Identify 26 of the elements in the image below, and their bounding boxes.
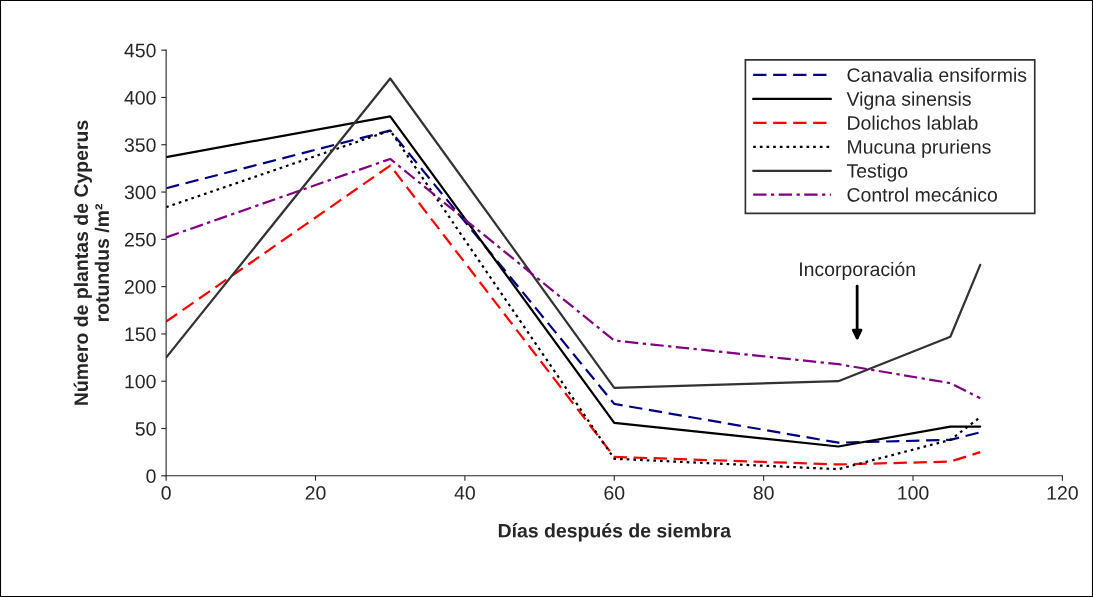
x-tick-label: 80: [753, 486, 774, 500]
y-axis-title: Número de plantas de Cyperus rotundus /m²: [73, 120, 110, 405]
x-tick-label: 120: [1047, 486, 1078, 500]
legend-label: Control mecánico: [847, 187, 997, 202]
legend-label: Mucuna pruriens: [848, 139, 991, 158]
x-tick-label: 40: [454, 486, 475, 500]
x-axis-title: Días después de siembra: [498, 523, 732, 542]
y-tick-label: 250: [124, 232, 156, 247]
y-tick-label: 0: [146, 469, 156, 484]
x-tick-label: 20: [305, 486, 326, 500]
y-tick-label: 100: [125, 374, 156, 389]
y-tick-label: 50: [135, 421, 156, 436]
y-tick-label: 450: [124, 43, 156, 58]
legend-label: Testigo: [846, 163, 908, 182]
y-tick-label: 350: [124, 138, 156, 152]
legend-label: Canavalia ensiformis: [847, 67, 1027, 82]
y-tick-label: 150: [125, 327, 156, 342]
legend-label: Dolichos lablab: [848, 115, 978, 130]
x-tick-label: 100: [898, 486, 929, 500]
legend-label: Vigna sinensis: [846, 91, 971, 110]
annotation: Incorporación: [800, 261, 915, 280]
x-tick-label: 60: [604, 486, 625, 500]
x-tick-label: 0: [161, 486, 171, 500]
y-tick-label: 300: [124, 185, 156, 200]
y-tick-label: 200: [124, 280, 156, 294]
y-tick-label: 400: [124, 90, 156, 105]
